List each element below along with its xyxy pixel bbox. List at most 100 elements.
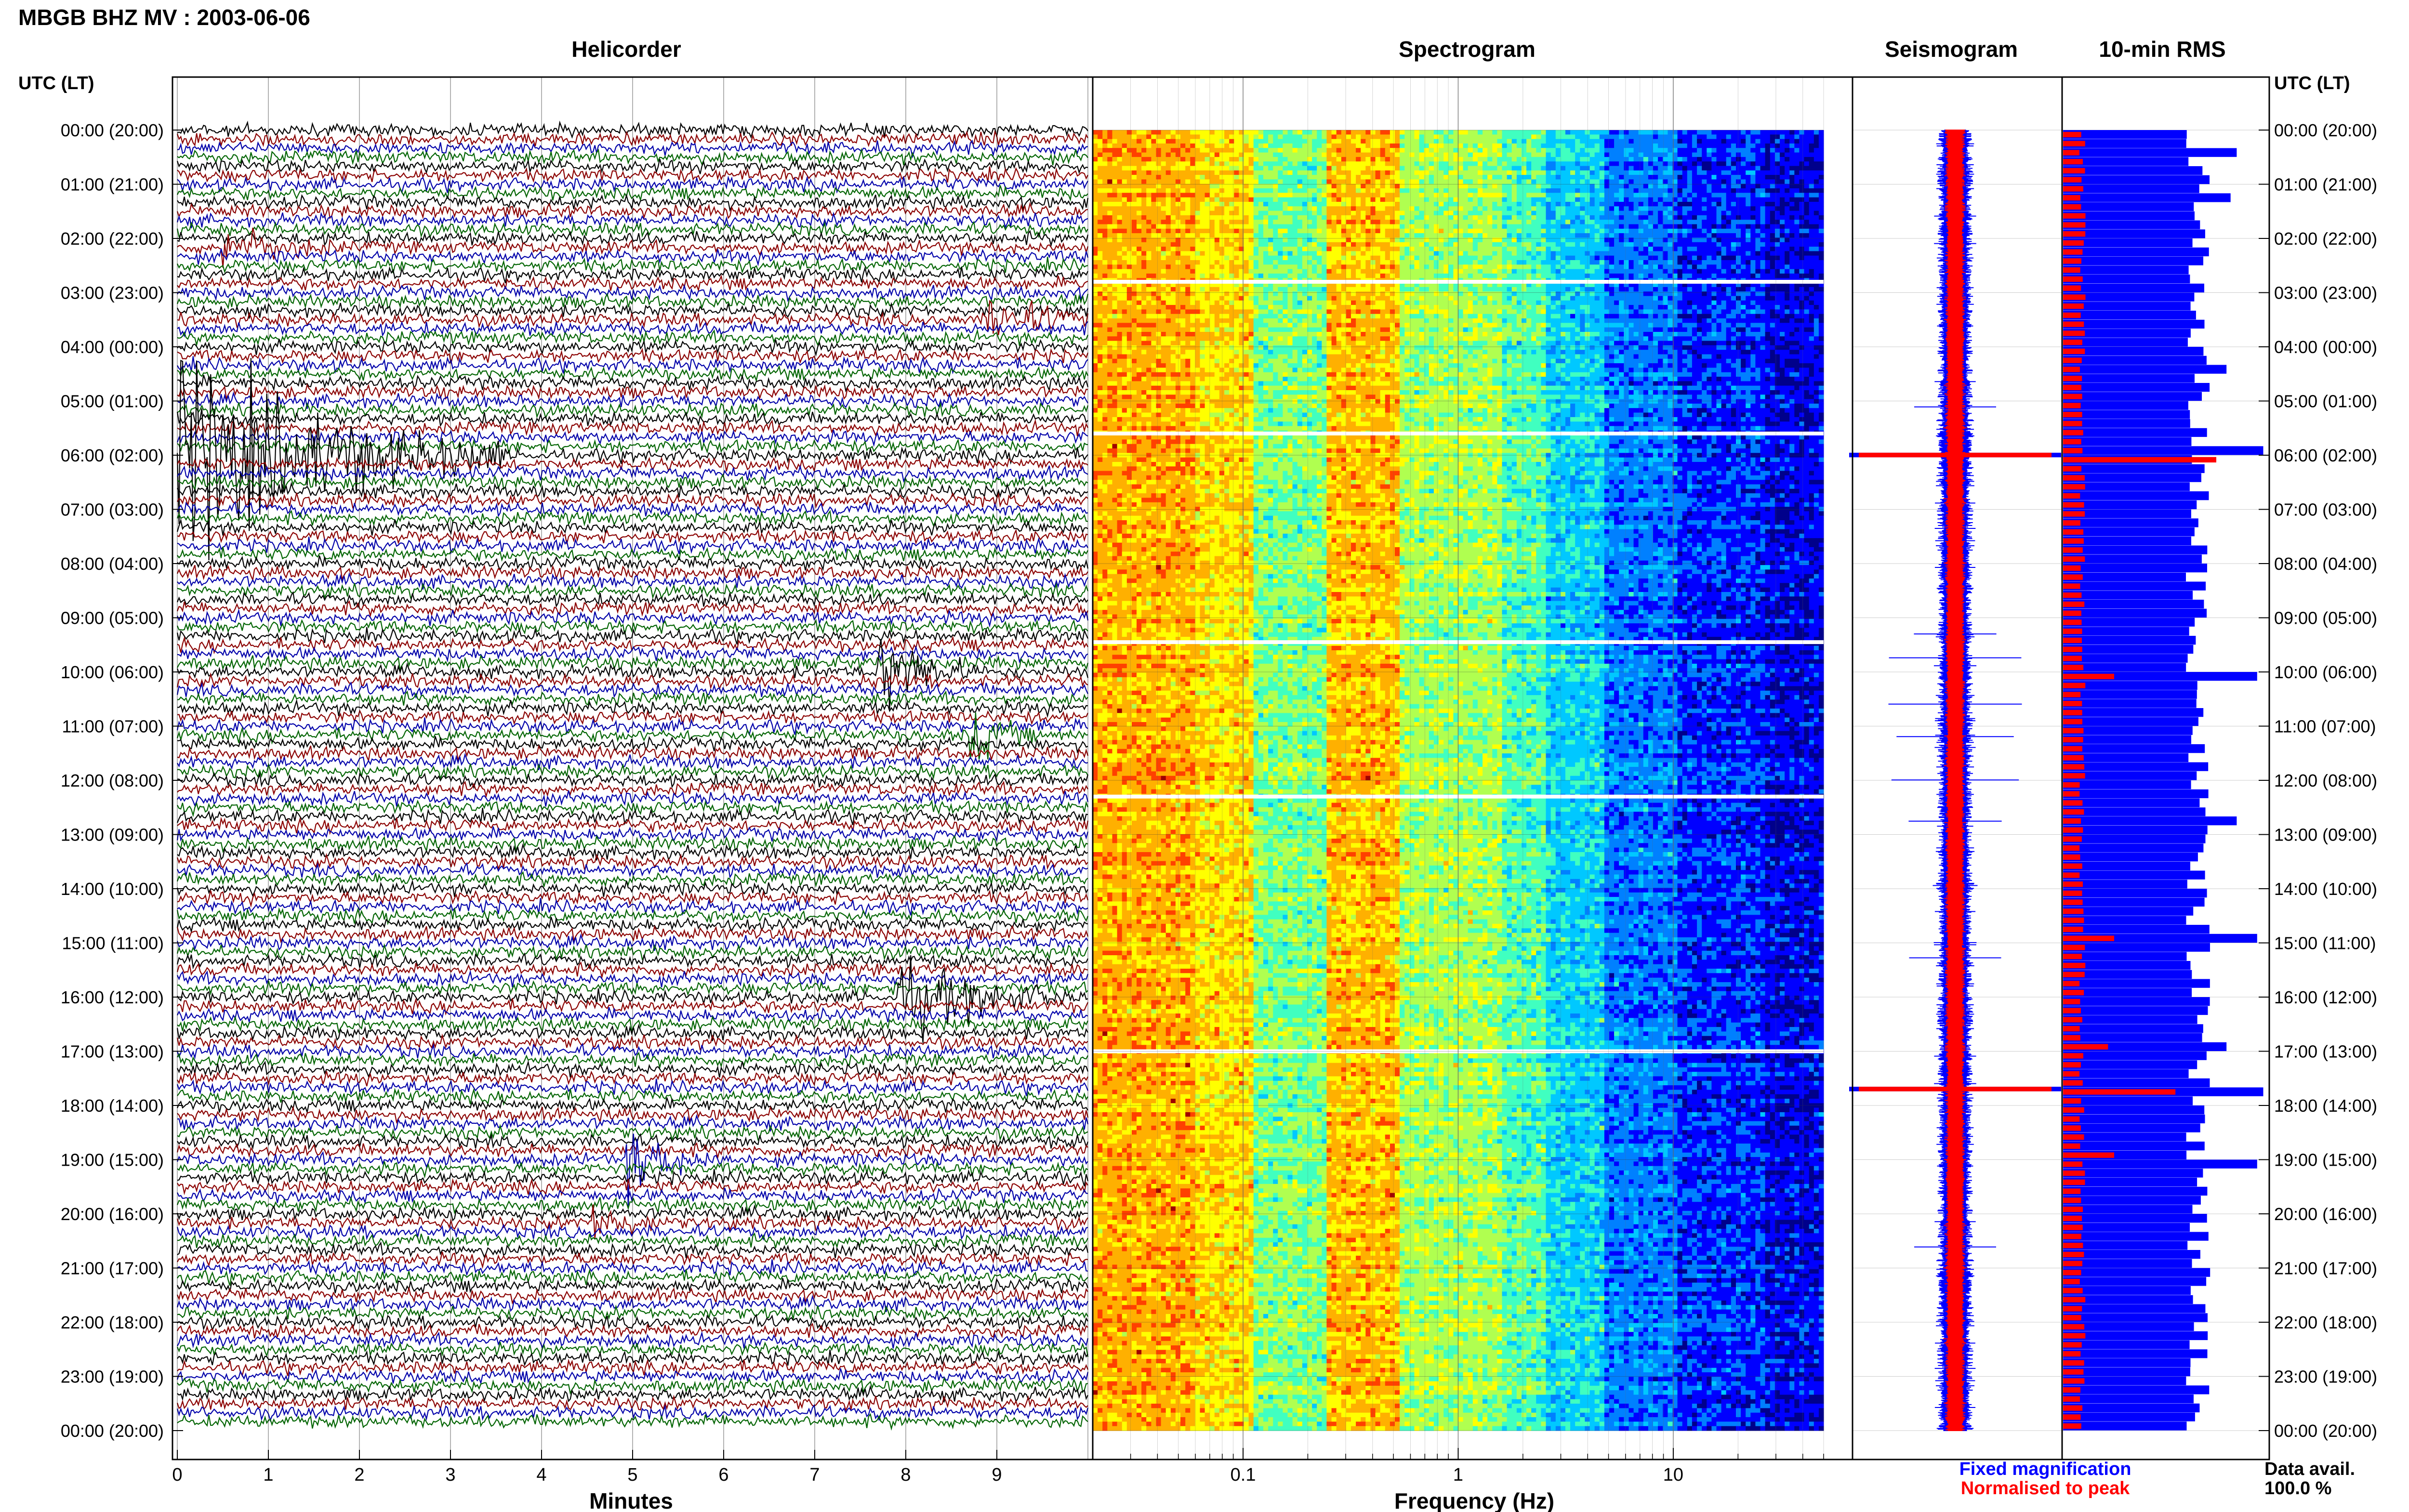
- spectrogram-cell: [1253, 206, 1259, 211]
- spectrogram-cell: [1736, 264, 1741, 270]
- spectrogram-cell: [1439, 184, 1444, 189]
- spectrogram-cell: [1214, 247, 1220, 251]
- spectrogram-cell: [1185, 215, 1191, 220]
- spectrogram-cell: [1400, 224, 1405, 229]
- spectrogram-cell: [1273, 148, 1278, 153]
- spectrogram-cell: [1302, 210, 1308, 216]
- spectrogram-cell: [1112, 148, 1118, 153]
- spectrogram-cell: [1424, 148, 1430, 153]
- spectrogram-cell: [1507, 175, 1512, 180]
- spectrogram-cell: [1604, 139, 1610, 144]
- spectrogram-cell: [1400, 161, 1405, 167]
- spectrogram-cell: [1380, 264, 1386, 270]
- spectrogram-cell: [1185, 255, 1191, 261]
- spectrogram-cell: [1755, 228, 1761, 234]
- spectrogram-cell: [1390, 251, 1395, 256]
- spectrogram-cell: [1151, 264, 1157, 270]
- spectrogram-cell: [1522, 166, 1527, 171]
- spectrogram-cell: [1126, 269, 1132, 274]
- spectrogram-cell: [1414, 202, 1420, 207]
- spectrogram-cell: [1395, 237, 1400, 243]
- spectrogram-cell: [1424, 206, 1430, 211]
- spectrogram-cell: [1395, 166, 1400, 171]
- spectrogram-cell: [1741, 130, 1746, 135]
- spectrogram-cell: [1633, 184, 1639, 189]
- spectrogram-cell: [1711, 179, 1717, 184]
- spectrogram-cell: [1170, 224, 1176, 229]
- spectrogram-cell: [1419, 148, 1425, 153]
- spectrogram-cell: [1126, 242, 1132, 247]
- spectrogram-cell: [1687, 255, 1693, 261]
- spectrogram-cell: [1677, 260, 1683, 265]
- spectrogram-cell: [1628, 247, 1634, 251]
- spectrogram-cell: [1307, 175, 1312, 180]
- spectrogram-cell: [1560, 179, 1566, 184]
- spectrogram-cell: [1180, 166, 1186, 171]
- spectrogram-cell: [1112, 188, 1118, 193]
- spectrogram-cell: [1570, 224, 1575, 229]
- spectrogram-cell: [1482, 188, 1488, 193]
- spectrogram-cell: [1229, 210, 1234, 216]
- spectrogram-cell: [1663, 197, 1668, 202]
- spectrogram-cell: [1692, 251, 1697, 256]
- spectrogram-cell: [1107, 170, 1112, 175]
- spectrogram-cell: [1687, 170, 1693, 175]
- spectrogram-cell: [1526, 152, 1532, 158]
- spectrogram-cell: [1570, 161, 1575, 167]
- spectrogram-cell: [1419, 175, 1425, 180]
- spectrogram-cell: [1731, 202, 1736, 207]
- spectrogram-cell: [1770, 251, 1775, 256]
- spectrogram-cell: [1283, 139, 1288, 144]
- spectrogram-cell: [1336, 139, 1342, 144]
- spectrogram-cell: [1093, 161, 1098, 167]
- spectrogram-cell: [1180, 255, 1186, 261]
- spectrogram-cell: [1482, 206, 1488, 211]
- spectrogram-cell: [1224, 157, 1230, 162]
- spectrogram-cell: [1511, 260, 1517, 265]
- spectrogram-cell: [1502, 202, 1508, 207]
- spectrogram-cell: [1672, 247, 1678, 251]
- spectrogram-cell: [1789, 247, 1795, 251]
- spectrogram-cell: [1580, 148, 1585, 153]
- spectrogram-cell: [1818, 210, 1824, 216]
- spectrogram-cell: [1463, 260, 1469, 265]
- spectrogram-cell: [1741, 143, 1746, 148]
- spectrogram-cell: [1604, 170, 1610, 175]
- spectrogram-cell: [1594, 193, 1600, 198]
- spectrogram-cell: [1273, 175, 1278, 180]
- spectrogram-cell: [1668, 161, 1673, 167]
- spectrogram-cell: [1317, 202, 1322, 207]
- spectrogram-cell: [1414, 184, 1420, 189]
- spectrogram-cell: [1404, 228, 1410, 234]
- spectrogram-cell: [1511, 228, 1517, 234]
- spectrogram-cell: [1404, 215, 1410, 220]
- spectrogram-cell: [1141, 184, 1147, 189]
- spectrogram-cell: [1102, 215, 1108, 220]
- spectrogram-cell: [1317, 206, 1322, 211]
- spectrogram-cell: [1648, 188, 1654, 193]
- spectrogram-cell: [1516, 148, 1522, 153]
- spectrogram-cell: [1672, 251, 1678, 256]
- spectrogram-cell: [1331, 148, 1337, 153]
- spectrogram-cell: [1746, 130, 1751, 135]
- spectrogram-cell: [1258, 179, 1264, 184]
- spectrogram-cell: [1302, 247, 1308, 251]
- spectrogram-cell: [1146, 152, 1152, 158]
- spectrogram-cell: [1102, 206, 1108, 211]
- spectrogram-cell: [1482, 269, 1488, 274]
- spectrogram-cell: [1336, 210, 1342, 216]
- spectrogram-cell: [1448, 179, 1454, 184]
- spectrogram-cell: [1478, 188, 1483, 193]
- spectrogram-cell: [1468, 233, 1473, 238]
- spectrogram-cell: [1458, 184, 1464, 189]
- spectrogram-cell: [1112, 220, 1118, 225]
- spectrogram-cell: [1390, 197, 1395, 202]
- spectrogram-cell: [1234, 152, 1239, 158]
- spectrogram-cell: [1599, 251, 1605, 256]
- spectrogram-cell: [1204, 175, 1210, 180]
- spectrogram-cell: [1785, 179, 1790, 184]
- spectrogram-cell: [1098, 215, 1103, 220]
- spectrogram-cell: [1195, 148, 1201, 153]
- spectrogram-cell: [1692, 139, 1697, 144]
- spectrogram-cell: [1302, 161, 1308, 167]
